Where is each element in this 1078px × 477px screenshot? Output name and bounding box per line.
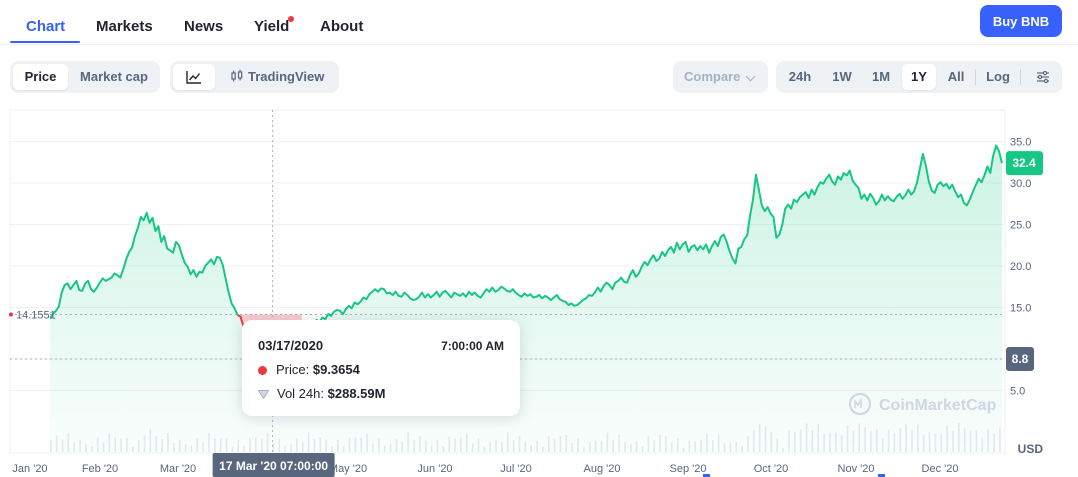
candlestick-icon bbox=[231, 69, 243, 82]
log-toggle[interactable]: Log bbox=[986, 69, 1010, 84]
line-chart-button[interactable] bbox=[173, 64, 215, 90]
hover-price-badge bbox=[1006, 346, 1034, 371]
range-1m[interactable]: 1M bbox=[871, 69, 891, 84]
top-nav: Chart Markets News Yield About Buy BNB bbox=[0, 0, 1078, 45]
tab-news[interactable]: News bbox=[184, 18, 224, 35]
chevron-down-icon bbox=[745, 71, 756, 82]
price-badges: 32.4 8.8 bbox=[1006, 151, 1043, 371]
x-tick-label: Oct '20 bbox=[754, 463, 789, 475]
tradingview-button[interactable]: TradingView bbox=[220, 64, 336, 90]
price-line-green bbox=[49, 144, 1003, 331]
tooltip-price-value: $9.3654 bbox=[312, 362, 360, 377]
y-tick-label: 15.0 bbox=[1010, 303, 1031, 315]
x-tick-label: Feb '20 bbox=[82, 463, 118, 475]
event-marker bbox=[878, 474, 885, 477]
tab-about[interactable]: About bbox=[320, 18, 364, 35]
tooltip-volume-value: $288.59M bbox=[327, 386, 386, 401]
price-dot-icon bbox=[258, 366, 267, 375]
tooltip-time: 7:00:00 AM bbox=[441, 339, 504, 353]
y-axis-unit: USD bbox=[1018, 442, 1044, 456]
range-divider bbox=[975, 69, 976, 85]
range-1w[interactable]: 1W bbox=[832, 69, 852, 84]
last-price-label: 32.4 bbox=[1012, 156, 1036, 170]
x-tick-label: Jul '20 bbox=[500, 463, 531, 475]
range-24h[interactable]: 24h bbox=[788, 69, 812, 84]
tooltip-volume-label: Vol 24h: bbox=[277, 386, 324, 401]
cmc-logo-icon bbox=[848, 392, 872, 416]
tab-yield[interactable]: Yield bbox=[254, 18, 290, 35]
compare-dropdown[interactable]: Compare bbox=[673, 61, 768, 93]
tooltip-date: 03/17/2020 bbox=[258, 338, 324, 353]
coinmarketcap-watermark: CoinMarketCap bbox=[848, 392, 997, 416]
sliders-icon bbox=[1037, 70, 1049, 84]
metric-toggle: Price Market cap bbox=[10, 61, 160, 93]
chart-settings-button[interactable] bbox=[1028, 64, 1058, 90]
marketcap-toggle[interactable]: Market cap bbox=[80, 69, 148, 84]
volume-icon bbox=[258, 390, 269, 399]
tab-chart[interactable]: Chart bbox=[26, 18, 66, 35]
x-tick-label: Dec '20 bbox=[922, 463, 959, 475]
y-tick-label: 30.0 bbox=[1010, 178, 1031, 190]
x-tick-label: May '20 bbox=[329, 463, 367, 475]
x-tick-label: Nov '20 bbox=[838, 463, 875, 475]
buy-button[interactable]: Buy BNB bbox=[980, 5, 1062, 37]
price-tooltip: 03/17/2020 7:00:00 AM Price: $9.3654 Vol… bbox=[242, 320, 520, 416]
y-tick-label: 25.0 bbox=[1010, 220, 1031, 232]
price-chart[interactable]: 14.1551 35.0 30.0 25.0 20.0 15.0 5.0 USD Jan … bbox=[0, 100, 1078, 477]
x-tick-label: Mar '20 bbox=[160, 463, 196, 475]
reference-dot bbox=[9, 312, 13, 317]
x-tick-label: Aug '20 bbox=[584, 463, 621, 475]
x-hover-badge bbox=[212, 453, 335, 477]
y-tick-label: 20.0 bbox=[1010, 261, 1031, 273]
y-tick-label: 35.0 bbox=[1010, 137, 1031, 149]
x-tick-label: Jun '20 bbox=[417, 463, 452, 475]
last-price-badge bbox=[1006, 151, 1043, 176]
line-chart-icon bbox=[186, 71, 201, 84]
tradingview-label: TradingView bbox=[248, 69, 325, 84]
hover-price-label: 8.8 bbox=[1012, 352, 1029, 366]
compare-label: Compare bbox=[684, 69, 741, 84]
range-all[interactable]: All bbox=[947, 69, 965, 84]
event-marker bbox=[703, 474, 710, 477]
y-tick-label: 5.0 bbox=[1010, 386, 1025, 398]
range-1y[interactable]: 1Y bbox=[902, 64, 936, 90]
cmc-logo-mark bbox=[854, 397, 862, 408]
tooltip-volume-row: Vol 24h: $288.59M bbox=[258, 386, 385, 401]
price-toggle[interactable]: Price bbox=[13, 64, 68, 90]
reference-price-label: 14.1551 bbox=[16, 310, 56, 322]
chart-type-toggle: TradingView bbox=[170, 61, 339, 93]
tooltip-price-row: Price: $9.3654 bbox=[258, 362, 360, 377]
yield-badge-dot bbox=[288, 16, 294, 22]
x-tick-label: Sep '20 bbox=[670, 463, 707, 475]
tab-markets[interactable]: Markets bbox=[96, 18, 153, 35]
active-tab-indicator bbox=[10, 41, 80, 43]
x-tick-label: Jan '20 bbox=[12, 463, 47, 475]
range-selector: 24h 1W 1M 1Y All Log bbox=[776, 61, 1062, 93]
x-hover-label: 17 Mar '20 07:00:00 bbox=[219, 459, 328, 473]
y-axis: 35.0 30.0 25.0 20.0 15.0 5.0 bbox=[1010, 137, 1031, 398]
plot-frame bbox=[9, 109, 1006, 454]
log-divider bbox=[1020, 69, 1021, 85]
watermark-text: CoinMarketCap bbox=[879, 397, 997, 414]
tooltip-price-label: Price: bbox=[276, 362, 310, 377]
